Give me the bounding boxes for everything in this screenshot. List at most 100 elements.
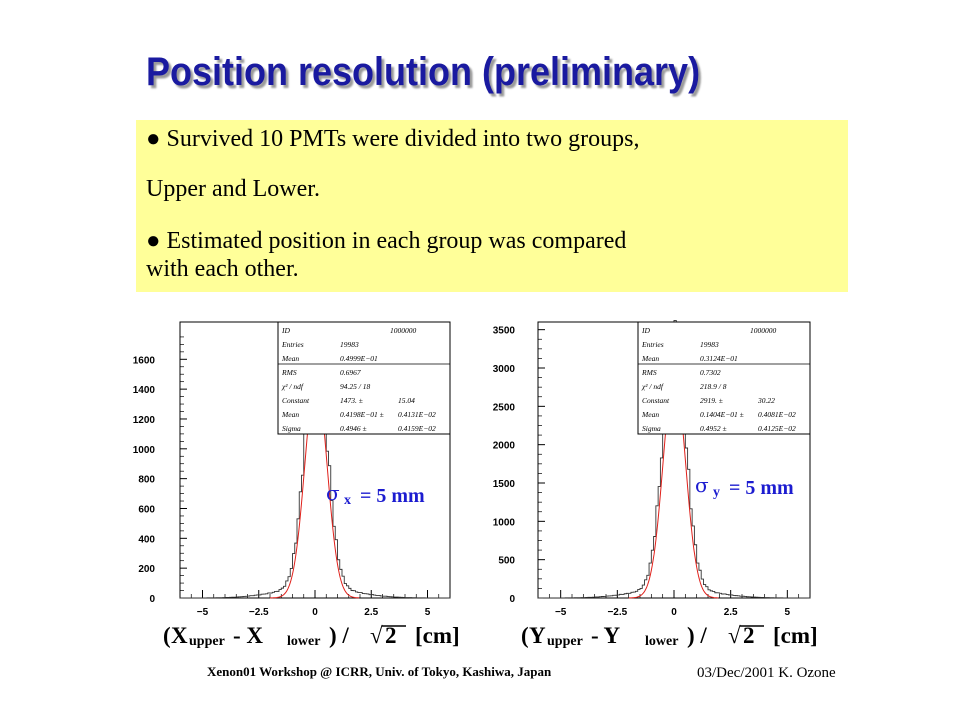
- y-tick-label: 2500: [493, 402, 516, 413]
- y-tick-label: 1500: [493, 479, 516, 490]
- stats-value: 0.6967: [340, 368, 361, 377]
- bullet-line-3: ● Estimated position in each group was c…: [146, 228, 627, 254]
- x-tick-label: 5: [785, 607, 791, 618]
- sqrt-symbol: √: [370, 623, 383, 648]
- stats-label: Sigma: [642, 424, 661, 433]
- footer-date-author: 03/Dec/2001 K. Ozone: [697, 665, 836, 681]
- x-tick-label: 0: [671, 607, 677, 618]
- stats-value: 1000000: [750, 326, 777, 335]
- sqrt-symbol: √: [728, 623, 741, 648]
- stats-value: 218.9 / 8: [700, 382, 727, 391]
- x-tick-label: −2.5: [249, 607, 269, 618]
- stats-label: χ² / ndf: [281, 382, 304, 391]
- stats-error: 0.4081E−02: [758, 410, 796, 419]
- stats-label: Mean: [281, 354, 299, 363]
- sqrt-radicand: 2: [743, 623, 755, 648]
- stats-error: 0.4159E−02: [398, 424, 436, 433]
- stats-value: 0.4952 ±: [700, 424, 727, 433]
- stats-value: 0.3124E−01: [700, 354, 738, 363]
- stats-label: ID: [281, 326, 290, 335]
- stats-label: ID: [641, 326, 650, 335]
- stats-label: Entries: [281, 340, 304, 349]
- stats-box: [277, 321, 451, 435]
- stats-box: [637, 321, 811, 435]
- bullet-box: ● Survived 10 PMTs were divided into two…: [136, 120, 848, 292]
- stats-value: 1473. ±: [340, 396, 363, 405]
- x-tick-label: 2.5: [724, 607, 738, 618]
- stats-label: Mean: [641, 410, 659, 419]
- y-tick-label: 500: [498, 556, 515, 567]
- stats-error: 0.4131E−02: [398, 410, 436, 419]
- stats-value: 0.4198E−01 ±: [340, 410, 384, 419]
- x-tick-label: −2.5: [607, 607, 627, 618]
- footer-workshop: Xenon01 Workshop @ ICRR, Univ. of Tokyo,…: [207, 664, 552, 679]
- xlabel-minus: - X: [233, 623, 263, 648]
- x-tick-label: 0: [312, 607, 318, 618]
- stats-label: Mean: [281, 410, 299, 419]
- stats-value: 0.4999E−01: [340, 354, 378, 363]
- y-tick-label: 3000: [493, 364, 516, 375]
- bullet-line-1: ● Survived 10 PMTs were divided into two…: [146, 126, 640, 152]
- x-tick-label: −5: [197, 607, 209, 618]
- stats-label: Constant: [282, 396, 310, 405]
- y-tick-label: 1000: [133, 445, 156, 456]
- xlabel-divide: ) /: [687, 623, 707, 648]
- sqrt-radicand: 2: [385, 623, 397, 648]
- stats-error: 0.4125E−02: [758, 424, 796, 433]
- stats-error: 15.04: [398, 396, 415, 405]
- y-tick-label: 3500: [493, 326, 516, 337]
- xlabel-subscript: lower: [645, 634, 678, 649]
- stats-value: 0.7302: [700, 368, 721, 377]
- xlabel-unit: [cm]: [773, 623, 818, 648]
- sigma-symbol: σ: [695, 473, 709, 497]
- y-tick-label: 1400: [133, 385, 156, 396]
- stats-label: Mean: [641, 354, 659, 363]
- histogram-chart-1: 0 200 400 600 800 1000 1200 1400 1600 −5 −2.5 0 2.5 5…: [133, 321, 460, 649]
- xlabel-paren: (: [163, 623, 171, 648]
- slide-title: Position resolution (preliminary): [146, 50, 701, 94]
- y-tick-label: 2000: [493, 441, 516, 452]
- y-tick-label: 0: [509, 594, 515, 605]
- xlabel-divide: ) /: [329, 623, 349, 648]
- y-tick-label: 800: [138, 475, 155, 486]
- x-tick-label: 5: [425, 607, 431, 618]
- y-tick-label: 600: [138, 504, 155, 515]
- stats-error: 30.22: [757, 396, 775, 405]
- y-tick-label: 1000: [493, 517, 516, 528]
- xlabel-subscript: upper: [189, 634, 225, 649]
- sigma-value: = 5 mm: [729, 477, 794, 499]
- sigma-subscript: x: [344, 493, 351, 508]
- stats-value: 2919. ±: [700, 396, 723, 405]
- xlabel-paren: (: [521, 623, 529, 648]
- stats-label: RMS: [281, 368, 297, 377]
- x-tick-label: −5: [555, 607, 567, 618]
- stats-value: 19983: [340, 340, 359, 349]
- xlabel-minus: - Y: [591, 623, 621, 648]
- sigma-symbol: σ: [326, 481, 340, 505]
- xlabel-variable: X: [171, 623, 188, 648]
- stats-value: 19983: [700, 340, 719, 349]
- xlabel-subscript: upper: [547, 634, 583, 649]
- stats-label: Sigma: [282, 424, 301, 433]
- stats-value: 1000000: [390, 326, 417, 335]
- y-tick-label: 200: [138, 564, 155, 575]
- y-tick-label: 1600: [133, 355, 156, 366]
- xlabel-variable: Y: [529, 623, 546, 648]
- stats-label: Constant: [642, 396, 670, 405]
- stats-label: Entries: [641, 340, 664, 349]
- y-tick-label: 1200: [133, 415, 156, 426]
- y-tick-label: 400: [138, 534, 155, 545]
- stats-label: RMS: [641, 368, 657, 377]
- sigma-subscript: y: [713, 485, 720, 500]
- bullet-line-4: with each other.: [146, 256, 299, 282]
- xlabel-unit: [cm]: [415, 623, 460, 648]
- stats-label: χ² / ndf: [641, 382, 664, 391]
- sigma-value: = 5 mm: [360, 485, 425, 507]
- y-tick-label: 0: [149, 594, 155, 605]
- stats-value: 0.1404E−01 ±: [700, 410, 744, 419]
- histogram-chart-2: 0 500 1000 1500 2000 2500 3000 3500 −5 −2.5 0 2.5 5 I…: [493, 319, 818, 649]
- xlabel-subscript: lower: [287, 634, 320, 649]
- stats-value: 94.25 / 18: [340, 382, 370, 391]
- bullet-line-2: Upper and Lower.: [146, 176, 320, 202]
